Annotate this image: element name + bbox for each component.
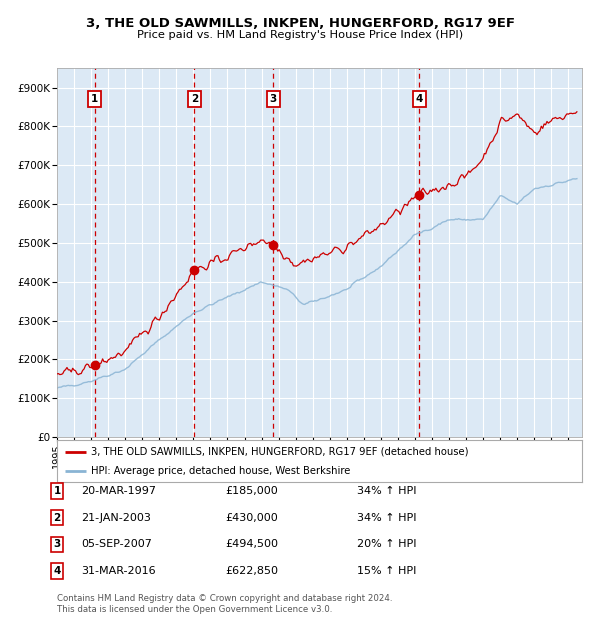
Text: 4: 4 xyxy=(53,566,61,576)
Text: 3, THE OLD SAWMILLS, INKPEN, HUNGERFORD, RG17 9EF (detached house): 3, THE OLD SAWMILLS, INKPEN, HUNGERFORD,… xyxy=(91,446,469,456)
Text: £622,850: £622,850 xyxy=(225,566,278,576)
Text: 34% ↑ HPI: 34% ↑ HPI xyxy=(357,513,416,523)
Text: 3, THE OLD SAWMILLS, INKPEN, HUNGERFORD, RG17 9EF: 3, THE OLD SAWMILLS, INKPEN, HUNGERFORD,… xyxy=(86,17,515,30)
Text: 31-MAR-2016: 31-MAR-2016 xyxy=(81,566,155,576)
Text: 2: 2 xyxy=(53,513,61,523)
Text: HPI: Average price, detached house, West Berkshire: HPI: Average price, detached house, West… xyxy=(91,466,350,476)
Text: 34% ↑ HPI: 34% ↑ HPI xyxy=(357,486,416,496)
Text: 1: 1 xyxy=(91,94,98,104)
Text: 20-MAR-1997: 20-MAR-1997 xyxy=(81,486,156,496)
Text: Price paid vs. HM Land Registry's House Price Index (HPI): Price paid vs. HM Land Registry's House … xyxy=(137,30,463,40)
Text: 4: 4 xyxy=(416,94,423,104)
Text: 2: 2 xyxy=(191,94,198,104)
Text: 15% ↑ HPI: 15% ↑ HPI xyxy=(357,566,416,576)
Text: Contains HM Land Registry data © Crown copyright and database right 2024.: Contains HM Land Registry data © Crown c… xyxy=(57,593,392,603)
Text: 1: 1 xyxy=(53,486,61,496)
Text: £430,000: £430,000 xyxy=(225,513,278,523)
Text: £185,000: £185,000 xyxy=(225,486,278,496)
Text: 3: 3 xyxy=(53,539,61,549)
Text: 21-JAN-2003: 21-JAN-2003 xyxy=(81,513,151,523)
Text: 3: 3 xyxy=(269,94,277,104)
Text: 20% ↑ HPI: 20% ↑ HPI xyxy=(357,539,416,549)
Text: £494,500: £494,500 xyxy=(225,539,278,549)
Text: This data is licensed under the Open Government Licence v3.0.: This data is licensed under the Open Gov… xyxy=(57,604,332,614)
Text: 05-SEP-2007: 05-SEP-2007 xyxy=(81,539,152,549)
